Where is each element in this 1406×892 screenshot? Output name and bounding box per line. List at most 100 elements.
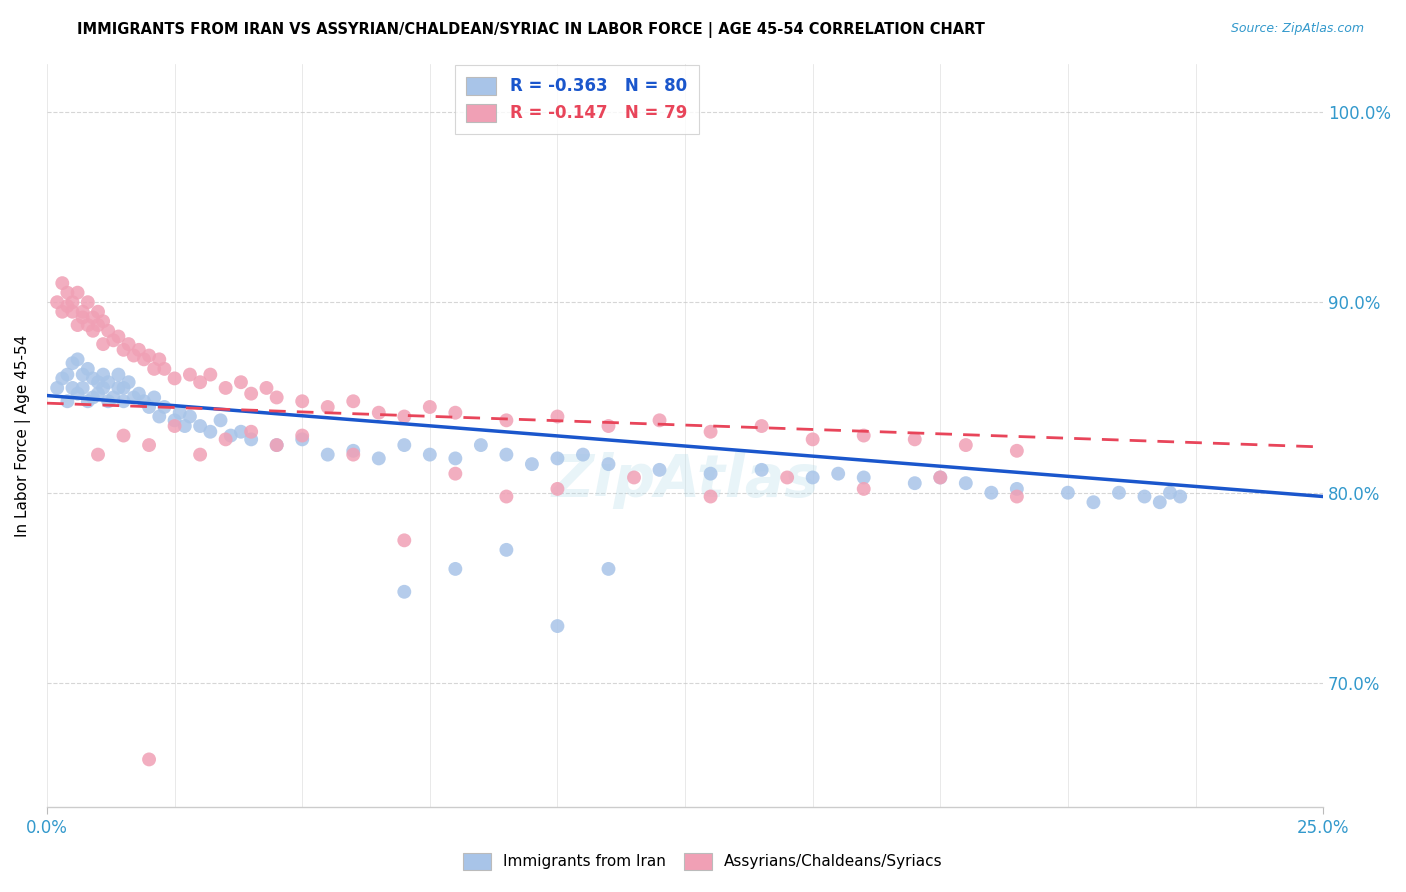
Point (117, 375, 139, 389)
Point (699, 467, 721, 481)
Point (419, 400, 441, 414)
Point (132, 394, 155, 409)
Point (91, 368, 114, 382)
Text: ZipAtlas: ZipAtlas (551, 451, 820, 508)
Point (546, 409, 568, 424)
Point (179, 409, 201, 424)
Point (56, 368, 79, 382)
Point (394, 584, 416, 599)
Point (291, 428, 314, 442)
Point (852, 470, 875, 484)
Point (179, 368, 201, 382)
Point (76, 318, 98, 332)
Point (316, 448, 339, 462)
Point (929, 470, 952, 484)
Point (495, 490, 517, 504)
Legend: Immigrants from Iran, Assyrians/Chaldeans/Syriacs: Immigrants from Iran, Assyrians/Chaldean… (456, 846, 950, 877)
Point (112, 428, 135, 442)
Point (112, 394, 135, 409)
Point (62, 356, 84, 370)
Point (623, 470, 645, 484)
Point (82, 371, 104, 385)
Point (103, 334, 125, 348)
Point (188, 419, 211, 434)
Point (470, 438, 492, 452)
Point (97, 375, 120, 389)
Point (72, 304, 94, 318)
Point (51, 276, 73, 290)
Point (46, 381, 69, 395)
Point (82, 324, 104, 338)
Point (367, 406, 389, 420)
Point (648, 413, 671, 427)
Point (495, 448, 517, 462)
Point (572, 448, 595, 462)
Point (138, 752, 160, 766)
Point (256, 381, 278, 395)
Point (128, 343, 150, 357)
Point (1005, 443, 1028, 458)
Point (751, 463, 773, 477)
Point (91, 381, 114, 395)
Point (82, 310, 104, 325)
Point (138, 438, 160, 452)
Point (214, 381, 236, 395)
Point (122, 349, 145, 363)
Point (1005, 482, 1028, 496)
Point (240, 425, 263, 439)
Point (200, 425, 222, 439)
Point (801, 470, 824, 484)
Point (266, 391, 288, 405)
Point (46, 295, 69, 310)
Point (214, 433, 236, 447)
Point (229, 375, 252, 389)
Point (394, 409, 416, 424)
Point (72, 381, 94, 395)
Point (148, 352, 170, 367)
Point (163, 419, 186, 434)
Point (520, 457, 543, 471)
Point (112, 381, 135, 395)
Point (62, 304, 84, 318)
Text: Source: ZipAtlas.com: Source: ZipAtlas.com (1230, 22, 1364, 36)
Point (91, 314, 114, 328)
Y-axis label: In Labor Force | Age 45-54: In Labor Force | Age 45-54 (15, 334, 31, 537)
Point (240, 386, 263, 401)
Point (699, 490, 721, 504)
Point (103, 391, 125, 405)
Point (169, 406, 191, 420)
Point (342, 394, 364, 409)
Point (143, 391, 166, 405)
Point (546, 482, 568, 496)
Point (128, 386, 150, 401)
Point (904, 433, 927, 447)
Point (852, 428, 875, 442)
Point (598, 457, 620, 471)
Point (117, 337, 139, 351)
Point (929, 470, 952, 484)
Point (112, 343, 135, 357)
Point (495, 413, 517, 427)
Point (62, 381, 84, 395)
Point (751, 419, 773, 434)
Point (598, 562, 620, 576)
Point (444, 467, 467, 481)
Point (122, 391, 145, 405)
Point (955, 476, 977, 491)
Point (546, 619, 568, 633)
Point (1159, 485, 1181, 500)
Point (173, 419, 195, 434)
Point (87, 375, 110, 389)
Point (76, 362, 98, 376)
Point (419, 448, 441, 462)
Point (367, 451, 389, 466)
Point (801, 433, 824, 447)
Point (51, 371, 73, 385)
Legend: R = -0.363   N = 80, R = -0.147   N = 79: R = -0.363 N = 80, R = -0.147 N = 79 (454, 65, 699, 134)
Point (209, 413, 232, 427)
Point (163, 371, 186, 385)
Point (138, 400, 160, 414)
Point (266, 438, 288, 452)
Point (904, 476, 927, 491)
Point (1168, 490, 1191, 504)
